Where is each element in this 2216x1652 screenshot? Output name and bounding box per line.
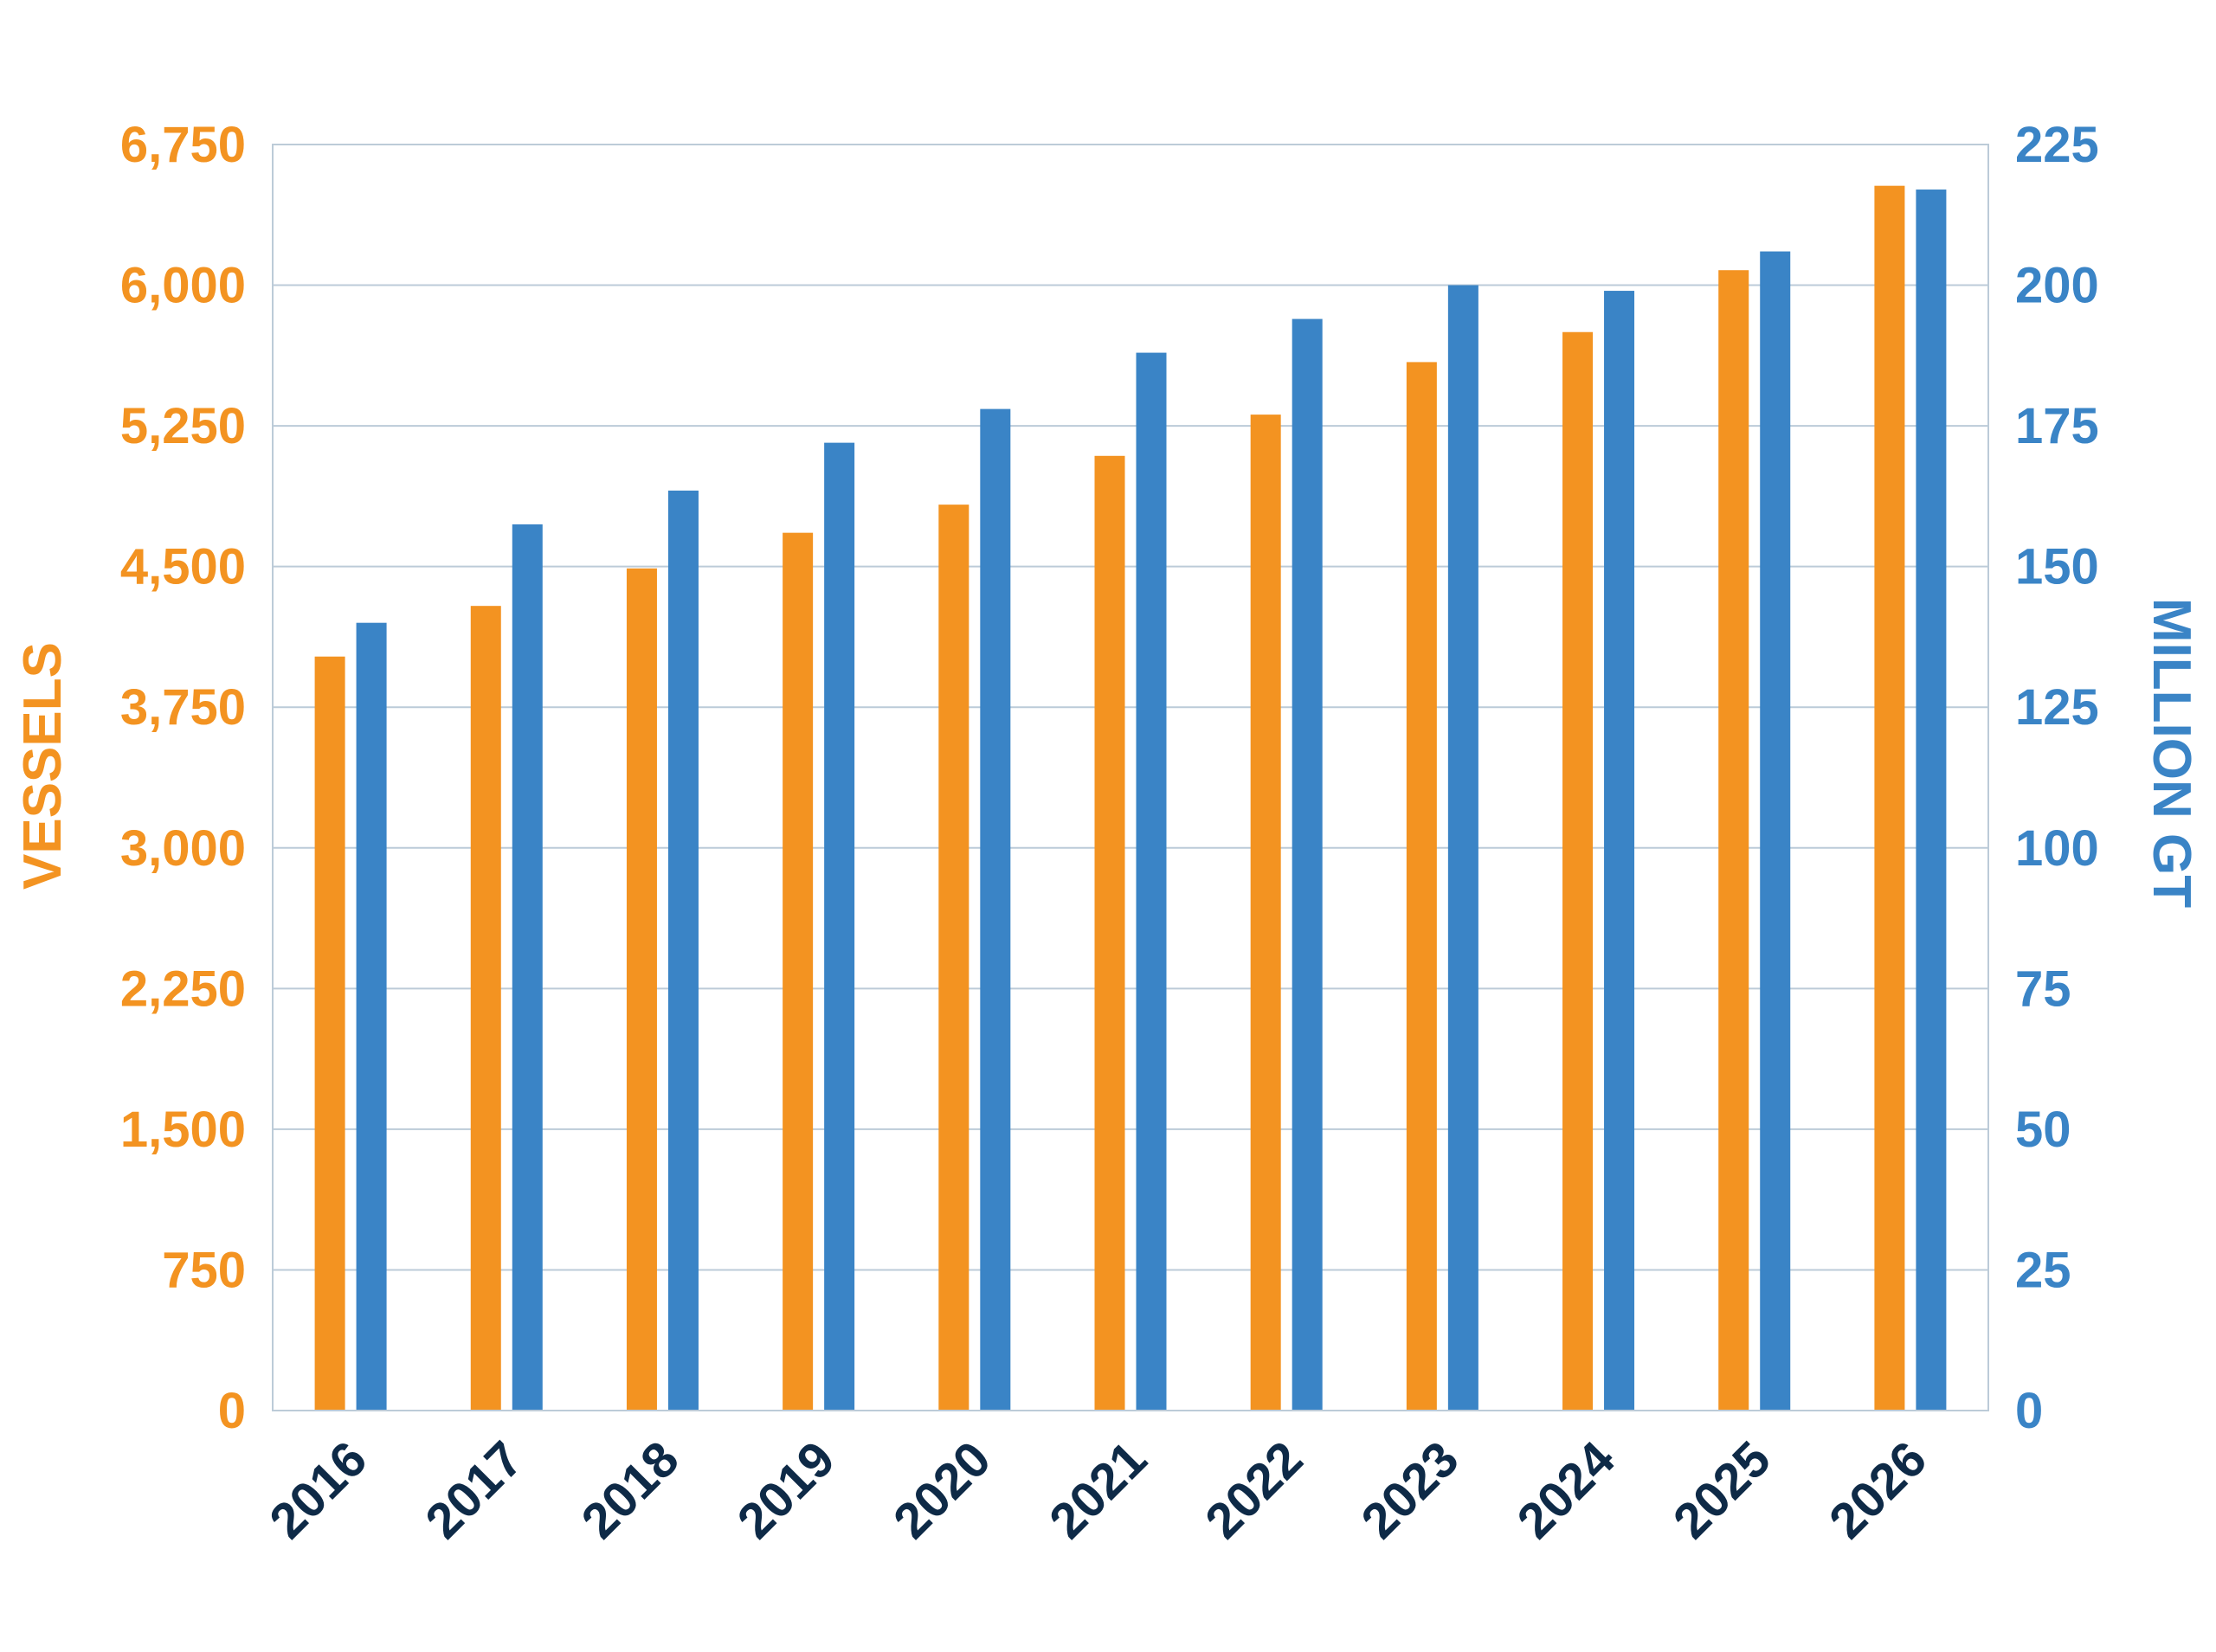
left-axis-ticks: 0 750 1,500 2,250 3,000 3,750 4,500 5,250 6,000 6…	[120, 117, 246, 1439]
bar-million-gt-2026	[1916, 190, 1947, 1411]
right-tick-label: 25	[2015, 1242, 2071, 1298]
right-axis-ticks: 0 25 50 75 100 125 150 175 200 225	[2015, 117, 2099, 1439]
left-tick-label: 750	[162, 1242, 246, 1298]
bar-vessels-2018	[626, 568, 657, 1411]
bar-million-gt-2017	[512, 524, 543, 1411]
bar-vessels-2023	[1406, 362, 1437, 1411]
bar-vessels-2024	[1562, 331, 1594, 1411]
bar-million-gt-2020	[980, 408, 1011, 1411]
bar-vessels-2020	[938, 505, 970, 1411]
bar-million-gt-2022	[1292, 318, 1323, 1411]
bar-vessels-2017	[470, 606, 501, 1411]
left-tick-label: 5,250	[120, 398, 246, 454]
x-tick-label: 2017	[415, 1430, 533, 1549]
bar-vessels-2016	[314, 656, 345, 1411]
left-tick-label: 1,500	[120, 1102, 246, 1158]
left-tick-label: 6,750	[120, 117, 246, 173]
x-tick-label: 2026	[1819, 1430, 1937, 1549]
bar-vessels-2025	[1718, 270, 1749, 1411]
bar-million-gt-2016	[356, 622, 387, 1411]
x-tick-label: 2021	[1039, 1430, 1157, 1549]
x-tick-label: 2023	[1350, 1430, 1469, 1549]
bar-million-gt-2024	[1604, 291, 1635, 1411]
left-tick-label: 3,000	[120, 820, 246, 877]
x-axis-ticks: 2016 2017 2018 2019 2020 2021 2022 2023 2024 2025…	[259, 1430, 1937, 1549]
right-tick-label: 200	[2015, 258, 2099, 314]
right-axis-title: MILLION GT	[2142, 598, 2201, 908]
x-tick-label: 2018	[570, 1430, 689, 1549]
right-tick-label: 225	[2015, 117, 2099, 173]
bar-vessels-2021	[1094, 455, 1125, 1411]
bar-vessels-2022	[1250, 415, 1281, 1411]
bar-vessels-2026	[1874, 185, 1905, 1411]
x-tick-label: 2019	[727, 1430, 846, 1549]
left-tick-label: 6,000	[120, 258, 246, 314]
x-tick-label: 2020	[883, 1430, 1002, 1549]
right-tick-label: 175	[2015, 398, 2099, 454]
plot-border	[272, 144, 1989, 1411]
x-tick-label: 2024	[1507, 1430, 1626, 1549]
right-tick-label: 150	[2015, 539, 2099, 595]
plot-frame	[272, 144, 1989, 1411]
x-tick-label: 2016	[259, 1430, 377, 1549]
bar-million-gt-2025	[1760, 251, 1791, 1411]
bar-million-gt-2021	[1136, 352, 1167, 1411]
bars	[314, 185, 1947, 1411]
right-tick-label: 50	[2015, 1102, 2071, 1158]
x-tick-label: 2025	[1663, 1430, 1781, 1549]
right-tick-label: 100	[2015, 820, 2099, 877]
right-tick-label: 0	[2015, 1383, 2043, 1439]
left-tick-label: 0	[218, 1383, 246, 1439]
bar-million-gt-2023	[1447, 285, 1478, 1411]
left-tick-label: 4,500	[120, 539, 246, 595]
left-tick-label: 2,250	[120, 961, 246, 1017]
x-tick-label: 2022	[1195, 1430, 1313, 1549]
bar-million-gt-2019	[824, 442, 855, 1411]
left-tick-label: 3,750	[120, 679, 246, 736]
left-axis-title: VESSELS	[13, 642, 73, 890]
right-tick-label: 125	[2015, 679, 2099, 736]
bar-vessels-2019	[783, 532, 814, 1411]
bar-million-gt-2018	[667, 490, 699, 1411]
right-tick-label: 75	[2015, 961, 2071, 1017]
